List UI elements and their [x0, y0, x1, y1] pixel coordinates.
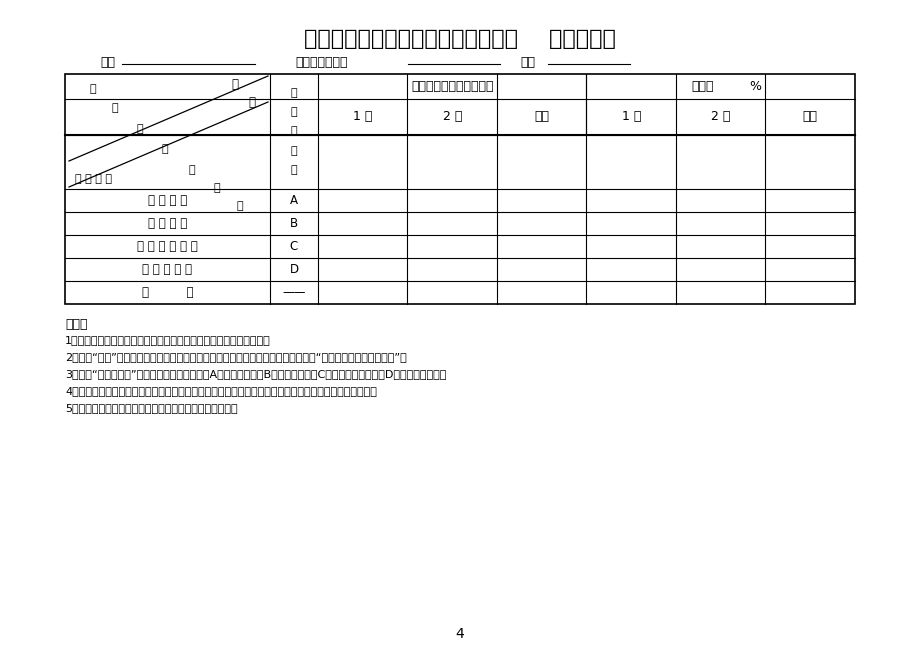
Text: C: C: [289, 240, 298, 253]
Text: 学: 学: [137, 124, 143, 134]
Text: 开: 开: [290, 108, 297, 117]
Text: 1 班: 1 班: [621, 110, 641, 123]
Text: B: B: [289, 217, 298, 230]
Text: 开: 开: [89, 84, 96, 94]
Text: 5、本表一式两份，一份留底，一份于学期末上交教研室。: 5、本表一式两份，一份留底，一份于学期末上交教研室。: [65, 403, 237, 413]
Text: 4、教师可根据教学需要，自行设计演示或分组实验，补充的实践活动应后续填写在登记表的空白表格中。: 4、教师可根据教学需要，自行设计演示或分组实验，补充的实践活动应后续填写在登记表…: [65, 386, 377, 396]
Text: 2 班: 2 班: [442, 110, 461, 123]
Text: 2、表中“要求”栏是根据科学课程标准、科学教材及教学实际确定，要求按教学进度“开全、开齐、开足、开好”。: 2、表中“要求”栏是根据科学课程标准、科学教材及教学实际确定，要求按教学进度“开…: [65, 352, 406, 362]
Text: 实: 实: [290, 126, 297, 136]
Text: 应: 应: [290, 88, 297, 98]
Text: 二班: 二班: [519, 55, 535, 68]
Text: 开出率: 开出率: [691, 80, 713, 93]
Text: 任课教师：一班: 任课教师：一班: [295, 55, 347, 68]
Text: 实 验 要 求: 实 验 要 求: [75, 174, 112, 184]
Text: 4: 4: [455, 627, 464, 641]
Text: 分 组 实 验: 分 组 实 验: [148, 194, 187, 207]
Text: 小计: 小计: [534, 110, 549, 123]
Text: 1、此表作为小学科学教师备课和学生观察实验情况记录以及统计用。: 1、此表作为小学科学教师备课和学生观察实验情况记录以及统计用。: [65, 335, 270, 345]
Text: 小计: 小计: [802, 110, 817, 123]
Text: 小          计: 小 计: [142, 286, 193, 299]
Text: 出: 出: [111, 103, 119, 113]
Text: 过 程 性 实 验: 过 程 性 实 验: [142, 263, 192, 276]
Text: A: A: [289, 194, 298, 207]
Text: 数: 数: [290, 165, 297, 175]
Text: 3、表中“实际开出数”栏应根据实际情况填写，A代表分组实验；B代表演示实验；C表示搜集整理实验；D表示过程性实验。: 3、表中“实际开出数”栏应根据实际情况填写，A代表分组实验；B代表演示实验；C表…: [65, 369, 446, 379]
Text: 说明：: 说明：: [65, 318, 87, 331]
Text: 搜 集 整 理 实 验: 搜 集 整 理 实 验: [137, 240, 198, 253]
Text: 学校: 学校: [100, 55, 115, 68]
Text: ——: ——: [282, 286, 305, 299]
Text: 生: 生: [188, 165, 195, 175]
Text: 1 班: 1 班: [353, 110, 372, 123]
Text: D: D: [289, 263, 299, 276]
Bar: [65, 74, 854, 304]
Text: 验: 验: [290, 145, 297, 156]
Text: 情: 情: [162, 144, 168, 154]
Text: 演 示 实 验: 演 示 实 验: [148, 217, 187, 230]
Text: 数: 数: [236, 201, 243, 211]
Text: 白云小学科学实验活动登记统计表（    年级上册）: 白云小学科学实验活动登记统计表（ 年级上册）: [304, 29, 615, 49]
Text: 项: 项: [232, 78, 238, 91]
Text: %: %: [749, 80, 761, 93]
Text: 2 班: 2 班: [710, 110, 730, 123]
Text: 实际开出实验数、分组数: 实际开出实验数、分组数: [411, 80, 493, 93]
Text: 目: 目: [248, 95, 255, 108]
Text: 况: 况: [213, 183, 220, 193]
